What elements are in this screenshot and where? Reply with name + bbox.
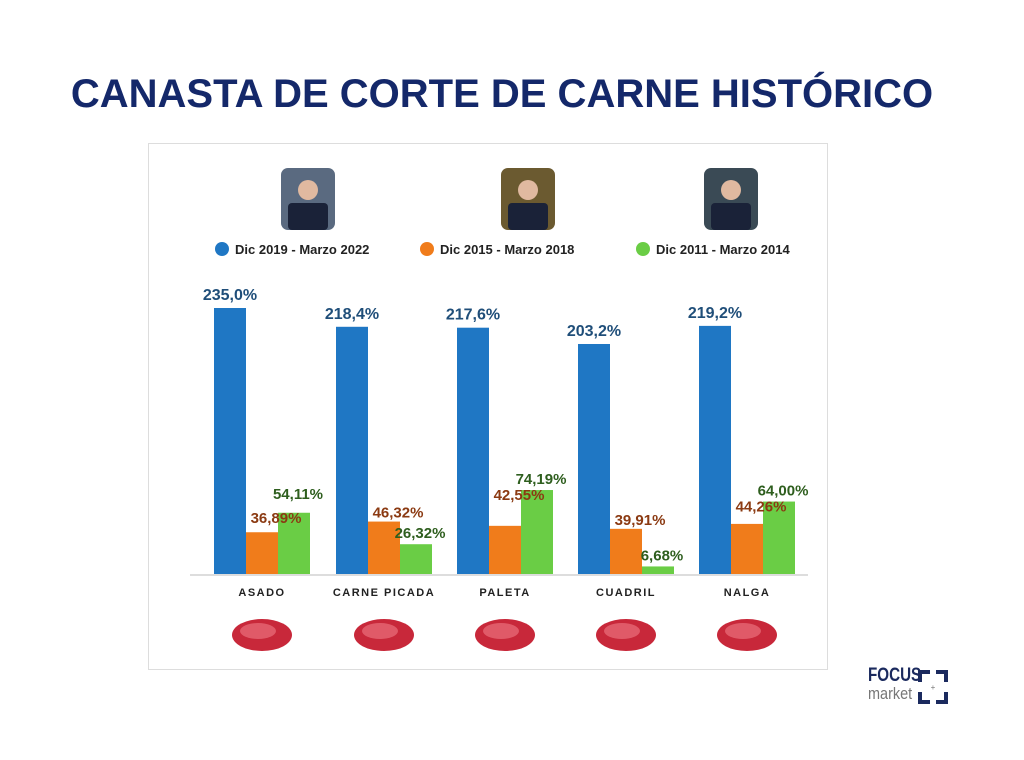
legend-label: Dic 2019 - Marzo 2022: [235, 242, 369, 257]
data-label: 74,19%: [516, 471, 567, 488]
bar: [246, 532, 278, 574]
legend-marker: [215, 242, 229, 256]
svg-text:+: +: [931, 683, 936, 692]
data-label: 42,55%: [494, 487, 545, 504]
bar: [278, 512, 310, 574]
logo-line2: market: [868, 684, 913, 703]
meat-cut-icon: [232, 619, 292, 651]
bar: [489, 525, 521, 574]
data-label: 217,6%: [446, 307, 500, 324]
data-label: 36,89%: [251, 510, 302, 527]
portrait-2011-icon: [704, 168, 758, 230]
meat-cut-icon: [717, 619, 777, 651]
meat-cut-icon: [475, 619, 535, 651]
chart-frame: [148, 143, 828, 670]
data-label: 64,00%: [758, 483, 809, 500]
bar: [731, 523, 763, 574]
focus-bracket-icon: +: [918, 670, 948, 704]
data-label: 235,0%: [203, 287, 257, 304]
bar: [521, 490, 553, 574]
data-label: 203,2%: [567, 323, 621, 340]
data-label: 54,11%: [273, 486, 323, 503]
bar: [610, 528, 642, 574]
category-label: NALGA: [724, 587, 771, 599]
portrait-2015-icon: [501, 168, 555, 230]
bar: [368, 521, 400, 574]
legend-label: Dic 2011 - Marzo 2014: [656, 242, 790, 257]
category-label: CARNE PICADA: [333, 587, 435, 599]
category-label: ASADO: [238, 587, 285, 599]
data-label: 6,68%: [641, 547, 684, 564]
meat-cut-icon: [354, 619, 414, 651]
logo-line1: FOCUS: [868, 665, 922, 686]
legend-marker: [636, 242, 650, 256]
bar: [578, 343, 610, 574]
data-label: 39,91%: [615, 512, 666, 529]
data-label: 26,32%: [395, 525, 446, 542]
bar: [457, 327, 489, 574]
bar: [642, 566, 674, 574]
bar: [699, 325, 731, 574]
legend-label: Dic 2015 - Marzo 2018: [440, 242, 574, 257]
legend-marker: [420, 242, 434, 256]
portrait-2019-icon: [281, 168, 335, 230]
data-label: 218,4%: [325, 306, 379, 323]
bar: [214, 308, 246, 574]
meat-cut-icon: [596, 619, 656, 651]
page-title: CANASTA DE CORTE DE CARNE HISTÓRICO: [70, 72, 934, 116]
data-label: 44,26%: [736, 499, 787, 516]
data-label: 46,32%: [373, 505, 424, 522]
category-label: PALETA: [479, 587, 530, 599]
bar: [763, 501, 795, 574]
focus-market-logo: FOCUS market: [868, 665, 935, 703]
bar: [400, 544, 432, 574]
data-label: 219,2%: [688, 305, 742, 322]
bar: [336, 326, 368, 574]
category-label: CUADRIL: [596, 587, 656, 599]
